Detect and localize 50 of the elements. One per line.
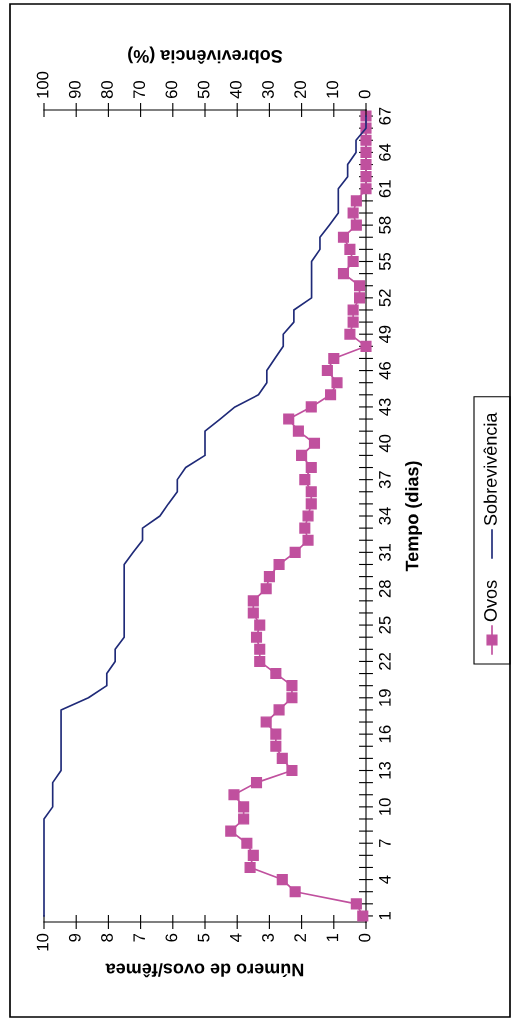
y-tick-label: 64: [378, 143, 391, 161]
y-tick-label: 22: [378, 653, 391, 670]
x2-axis-title: Sobrevivência (%): [128, 46, 283, 64]
x-tick-label: 5: [197, 933, 210, 942]
y-tick-label: 4: [379, 875, 391, 884]
y-tick-label: 55: [379, 252, 391, 271]
x-tick-label: 6: [165, 933, 178, 942]
x-tick-label: 3: [262, 933, 274, 942]
x2-tick-label: 50: [197, 81, 210, 99]
y-tick-label: 46: [378, 362, 391, 380]
y-tick-label: 43: [378, 398, 391, 416]
x2-tick-label: 70: [133, 81, 146, 99]
y-tick-label: 31: [378, 543, 391, 561]
y-tick-label: 37: [378, 471, 391, 489]
y-tick-label: 49: [378, 325, 391, 344]
x2-tick-label: 10: [326, 81, 339, 98]
x-tick-label: 4: [230, 933, 242, 942]
y-axis-title: Tempo (dias): [405, 461, 422, 572]
x2-tick-label: 100: [36, 71, 49, 98]
x-tick-label: 2: [294, 933, 306, 942]
y-tick-label: 10: [378, 798, 391, 815]
y-tick-label: 19: [378, 689, 391, 706]
x2-tick-label: 60: [165, 81, 178, 99]
y-tick-label: 25: [378, 616, 391, 634]
y-tick-label: 7: [379, 839, 391, 847]
y-tick-label: 34: [378, 507, 391, 525]
x2-tick-label: 20: [294, 81, 307, 99]
text: Sobrevivência: [483, 412, 497, 526]
text: Ovos: [484, 580, 497, 622]
y-tick-label: 13: [378, 761, 391, 779]
x-tick-label: 8: [101, 933, 113, 942]
y-tick-label: 28: [378, 580, 391, 598]
y-tick-label: 67: [378, 107, 391, 125]
y-tick-label: 52: [378, 289, 391, 307]
x-tick-label: 9: [68, 933, 81, 942]
y-tick-label: 58: [378, 216, 391, 234]
y-tick-label: 16: [378, 725, 391, 743]
x-tick-label: 0: [358, 933, 371, 942]
x2-tick-label: 30: [262, 81, 274, 99]
y-tick-label: 1: [379, 912, 391, 920]
x-tick-label: 1: [326, 933, 339, 942]
y-tick-label: 61: [378, 180, 391, 198]
x2-tick-label: 90: [68, 81, 81, 99]
x2-tick-label: 40: [229, 81, 242, 99]
x2-tick-label: 80: [101, 81, 113, 99]
y-tick-label: 40: [378, 434, 391, 453]
x-tick-label: 10: [36, 933, 49, 951]
x-tick-label: 7: [133, 933, 145, 942]
x2-tick-label: 0: [358, 90, 371, 99]
x-axis-title: Número de ovos/fêmea: [105, 963, 304, 978]
